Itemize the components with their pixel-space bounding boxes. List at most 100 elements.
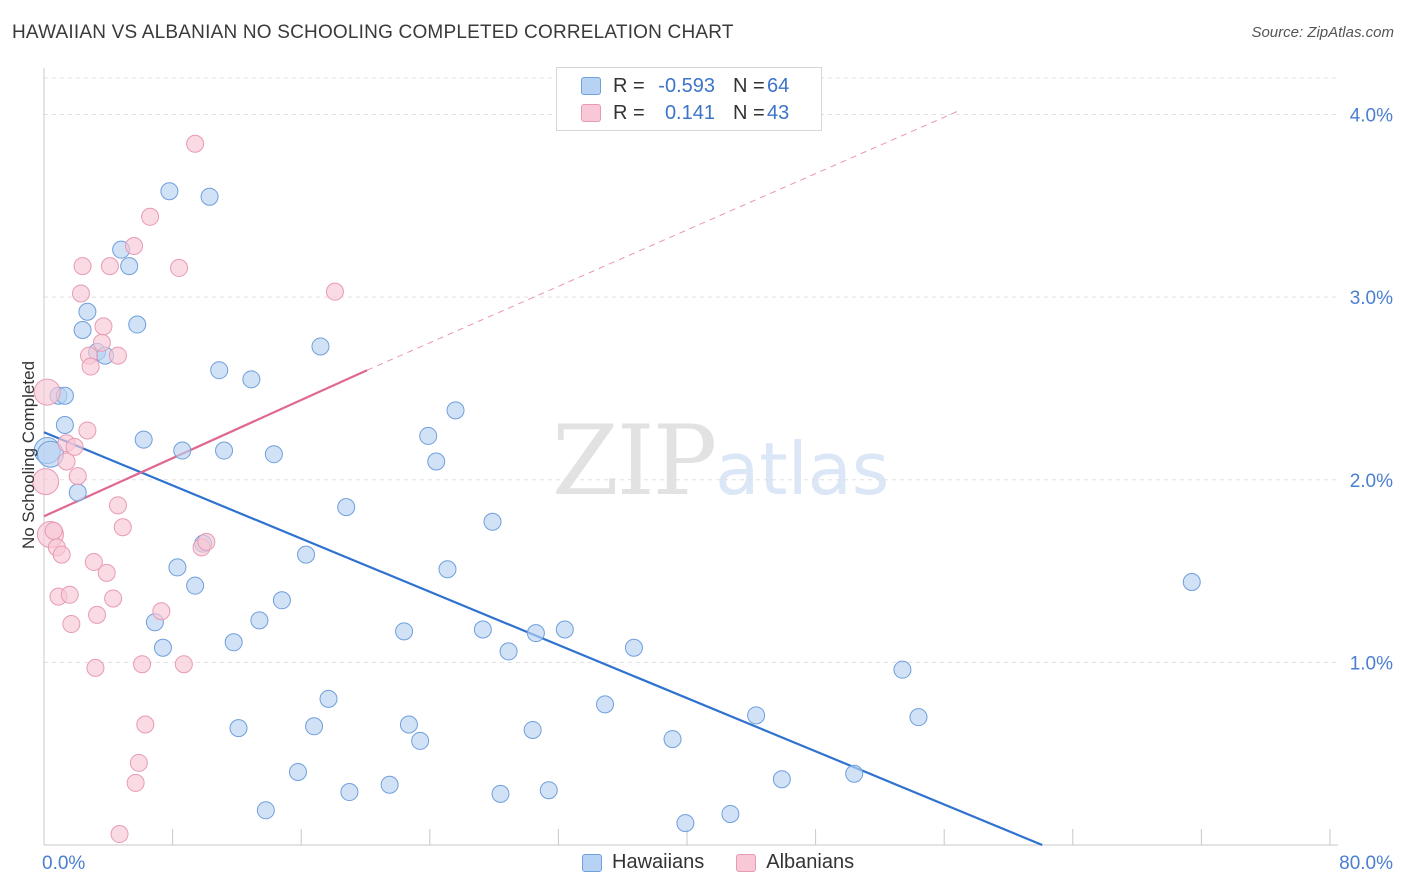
hawaiian-point	[272, 591, 291, 610]
hawaiian-point	[128, 315, 147, 334]
hawaiian-point	[483, 512, 502, 531]
albanian-point	[44, 521, 63, 540]
hawaiian-point	[427, 452, 446, 471]
hawaiian-point	[319, 689, 338, 708]
hawaiian-point	[311, 337, 330, 356]
hawaiian-point	[264, 445, 283, 464]
axis-labels: 1.0% 2.0% 3.0% 4.0% 0.0% 80.0% No Schooling Co…	[19, 106, 1393, 874]
albanian-point	[62, 615, 81, 634]
hawaiian-point	[491, 784, 510, 803]
hawaiian-point	[186, 576, 205, 595]
hawaiian-point	[395, 622, 414, 641]
r-value: 0.141	[664, 101, 715, 124]
source-label: Source: ZipAtlas.com	[1251, 24, 1394, 41]
y-tick-label: 2.0%	[1350, 471, 1393, 492]
albanian-point	[94, 317, 113, 336]
hawaiian-point	[242, 370, 261, 389]
hawaiian-point	[596, 695, 615, 714]
albanian-point	[32, 468, 60, 496]
albanian-point	[84, 552, 103, 571]
hawaiian-point	[893, 660, 912, 679]
hawaiian-point	[473, 620, 492, 639]
trend-lines	[43, 110, 1043, 847]
watermark-zip: ZIP	[552, 405, 717, 517]
hawaiian-point	[210, 361, 229, 380]
hawaiian-point	[153, 638, 172, 657]
albanian-point	[92, 333, 111, 352]
hawaiian-point	[250, 611, 269, 630]
hawaiian-point	[523, 720, 542, 739]
hawaiian-point	[411, 731, 430, 750]
data-points	[32, 134, 1201, 844]
albanian-point	[126, 773, 145, 792]
hawaiian-point	[305, 717, 324, 736]
hawaiian-point	[419, 426, 438, 445]
hawaiian-point	[663, 730, 682, 749]
n-value: 43	[767, 101, 790, 124]
series-legend: Hawaiians Albanians	[582, 851, 886, 874]
legend-item-hawaiians[interactable]: Hawaiians	[582, 851, 704, 874]
albanian-point	[81, 357, 100, 376]
albanian-point	[60, 585, 79, 604]
albanian-point	[108, 346, 127, 365]
n-label: N =	[733, 74, 765, 97]
hawaiians-swatch-icon	[581, 77, 601, 95]
hawaiian-point	[297, 545, 316, 564]
albanians-swatch-icon	[736, 853, 757, 872]
hawaiian-point	[215, 441, 234, 460]
hawaiian-point	[173, 441, 192, 460]
albanian-point	[52, 545, 71, 564]
legend-label-albanians: Albanians	[766, 851, 855, 873]
hawaiian-point	[772, 770, 791, 789]
hawaiian-point	[120, 257, 139, 276]
albanian-point	[113, 518, 132, 537]
hawaiian-point	[55, 415, 74, 434]
albanian-point	[71, 284, 90, 303]
albanian-point	[174, 655, 193, 674]
hawaiian-point	[721, 804, 740, 823]
hawaiian-point	[256, 801, 275, 820]
hawaiian-point	[340, 783, 359, 802]
albanians-swatch-icon	[581, 104, 601, 122]
albanian-point	[325, 282, 344, 301]
hawaiian-point	[337, 498, 356, 517]
albanian-point	[186, 134, 205, 153]
chart-title: HAWAIIAN VS ALBANIAN NO SCHOOLING COMPLE…	[12, 22, 734, 43]
hawaiian-point	[73, 321, 92, 340]
n-label: N =	[733, 101, 765, 124]
y-tick-label: 1.0%	[1350, 653, 1393, 674]
hawaiian-point	[1182, 573, 1201, 592]
y-axis-title: No Schooling Completed	[19, 361, 38, 549]
albanian-point	[152, 602, 171, 621]
r-value: -0.593	[658, 74, 715, 97]
legend-row-albanians: R = 0.141 N = 43	[581, 100, 789, 126]
albanian-point	[65, 437, 84, 456]
albanian-point	[170, 258, 189, 277]
albanian-point	[197, 532, 216, 551]
hawaiian-point	[438, 560, 457, 579]
grid-lines	[44, 77, 1340, 663]
hawaiian-point	[380, 775, 399, 794]
albanian-trend-extension	[366, 110, 959, 371]
albanian-point	[141, 207, 160, 226]
y-tick-label: 4.0%	[1350, 106, 1393, 127]
hawaiian-point	[526, 624, 545, 643]
x-tick-label: 80.0%	[1339, 853, 1393, 874]
hawaiian-point	[229, 719, 248, 738]
albanian-trend-line	[43, 369, 368, 518]
legend-row-hawaiians: R = -0.593 N = 64	[581, 73, 789, 99]
hawaiian-point	[168, 558, 187, 577]
hawaiian-point	[78, 302, 97, 321]
hawaiian-point	[224, 633, 243, 652]
albanian-point	[57, 452, 76, 471]
r-label: R =	[613, 101, 645, 124]
albanian-point	[88, 605, 107, 624]
hawaiian-point	[909, 708, 928, 727]
n-value: 64	[767, 74, 790, 97]
hawaiian-point	[160, 182, 179, 201]
hawaiian-point	[68, 483, 87, 502]
hawaiian-point	[499, 642, 518, 661]
watermark-atlas: atlas	[715, 427, 890, 511]
legend-item-albanians[interactable]: Albanians	[736, 851, 854, 874]
